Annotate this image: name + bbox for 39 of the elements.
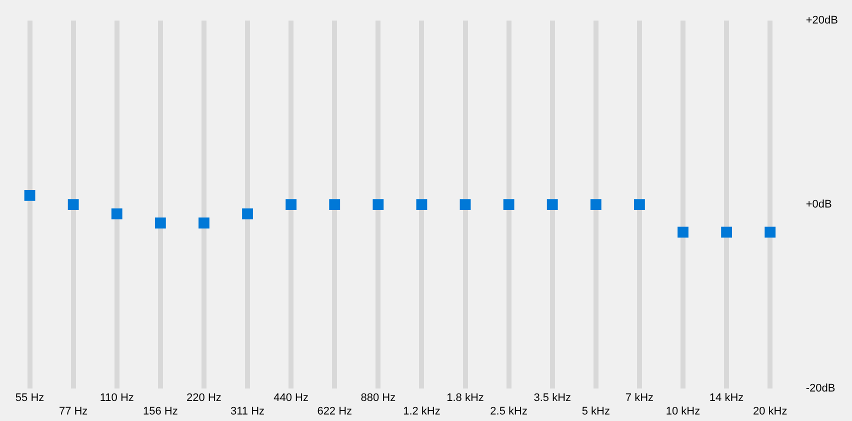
x-tick-label: 10 kHz [666, 405, 700, 418]
x-tick-label: 20 kHz [752, 405, 788, 418]
x-tick-label: 1.8 kHz [446, 392, 484, 404]
x-tick-label: 622 Hz [317, 405, 352, 418]
point [198, 218, 210, 228]
point [242, 208, 253, 220]
point [590, 199, 602, 210]
point [372, 199, 384, 210]
point [634, 199, 645, 210]
x-tick-label: 5 kHz [582, 405, 610, 418]
x-tick-label: 3.5 kHz [534, 392, 572, 404]
y-tick-label: +0dB [806, 198, 832, 211]
y-tick-label: -20dB [806, 382, 836, 395]
point [721, 226, 732, 238]
x-tick-label: 55 Hz [15, 392, 44, 404]
point [764, 226, 776, 238]
point [546, 199, 558, 210]
x-tick-label: 220 Hz [186, 392, 222, 404]
point [329, 199, 340, 210]
x-tick-label: 14 kHz [709, 392, 744, 404]
point [286, 199, 297, 210]
x-tick-label: 1.2 kHz [403, 405, 440, 418]
point [678, 226, 688, 238]
point [111, 208, 122, 220]
point [460, 199, 471, 210]
x-tick-label: 311 Hz [230, 405, 265, 418]
x-tick-label: 880 Hz [360, 392, 396, 404]
point [416, 199, 428, 210]
y-tick-label: +20dB [806, 14, 838, 27]
x-tick-label: 7 kHz [625, 392, 654, 404]
x-tick-label: 156 Hz [142, 405, 178, 418]
x-tick-label: 2.5 kHz [490, 405, 528, 418]
x-tick-label: 77 Hz [58, 405, 88, 418]
point [154, 218, 166, 228]
x-tick-label: 110 Hz [100, 392, 134, 404]
point [503, 199, 514, 210]
x-tick-label: 440 Hz [274, 392, 308, 404]
point [24, 190, 36, 201]
point [68, 199, 79, 210]
